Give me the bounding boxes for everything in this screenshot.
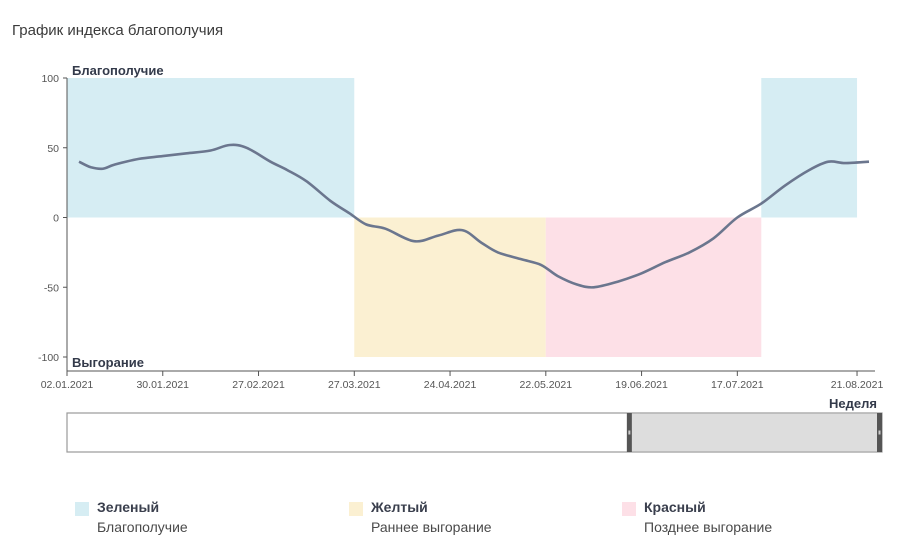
navigator-selection xyxy=(628,412,883,453)
navigator-grip-right xyxy=(878,430,881,435)
zone-band xyxy=(354,217,546,357)
zone-band xyxy=(67,78,355,218)
navigator-grip-left xyxy=(628,430,631,435)
legend-desc: Позднее выгорание xyxy=(644,519,773,535)
legend-swatch-red xyxy=(622,502,636,516)
y-tick-label: -50 xyxy=(44,282,59,294)
legend-desc: Раннее выгорание xyxy=(371,519,492,535)
series-lines xyxy=(78,143,870,289)
x-tick-label: 27.02.2021 xyxy=(232,379,285,391)
y-bottom-label: Выгорание xyxy=(72,355,144,370)
y-tick-label: 100 xyxy=(41,73,59,85)
x-tick-label: 02.01.2021 xyxy=(41,379,94,391)
y-top-label: Благополучие xyxy=(72,63,164,78)
wellbeing-chart: 100 50 0 -50 -100 02.01.2021 30.01.2021 27.02.2… xyxy=(38,63,883,453)
x-tick-label: 30.01.2021 xyxy=(136,379,189,391)
axes: 100 50 0 -50 -100 02.01.2021 30.01.2021 27.02.2… xyxy=(38,73,883,391)
x-tick-label: 21.08.2021 xyxy=(831,379,884,391)
x-tick-label: 27.03.2021 xyxy=(328,379,381,391)
x-tick-label: 22.05.2021 xyxy=(520,379,573,391)
legend-name: Желтый xyxy=(371,499,428,515)
legend-name: Красный xyxy=(644,499,706,515)
legend-desc: Благополучие xyxy=(97,519,188,535)
x-axis-title: Неделя xyxy=(829,396,877,411)
legend-swatch-yellow xyxy=(349,502,363,516)
zone-bands xyxy=(67,78,858,357)
x-tick-label: 17.07.2021 xyxy=(711,379,764,391)
x-tick-label: 19.06.2021 xyxy=(615,379,668,391)
range-navigator[interactable] xyxy=(66,412,883,453)
zone-band xyxy=(761,78,858,218)
y-tick-label: -100 xyxy=(38,352,59,364)
x-tick-label: 24.04.2021 xyxy=(424,379,477,391)
y-tick-label: 50 xyxy=(47,143,59,155)
wellbeing-line xyxy=(78,143,870,289)
zone-band xyxy=(545,217,762,357)
chart-title: График индекса благополучия xyxy=(12,22,224,39)
y-tick-label: 0 xyxy=(53,213,59,225)
legend-swatch-green xyxy=(75,502,89,516)
legend: Зеленый Благополучие Желтый Раннее выгор… xyxy=(0,498,901,548)
legend-name: Зеленый xyxy=(97,499,160,515)
